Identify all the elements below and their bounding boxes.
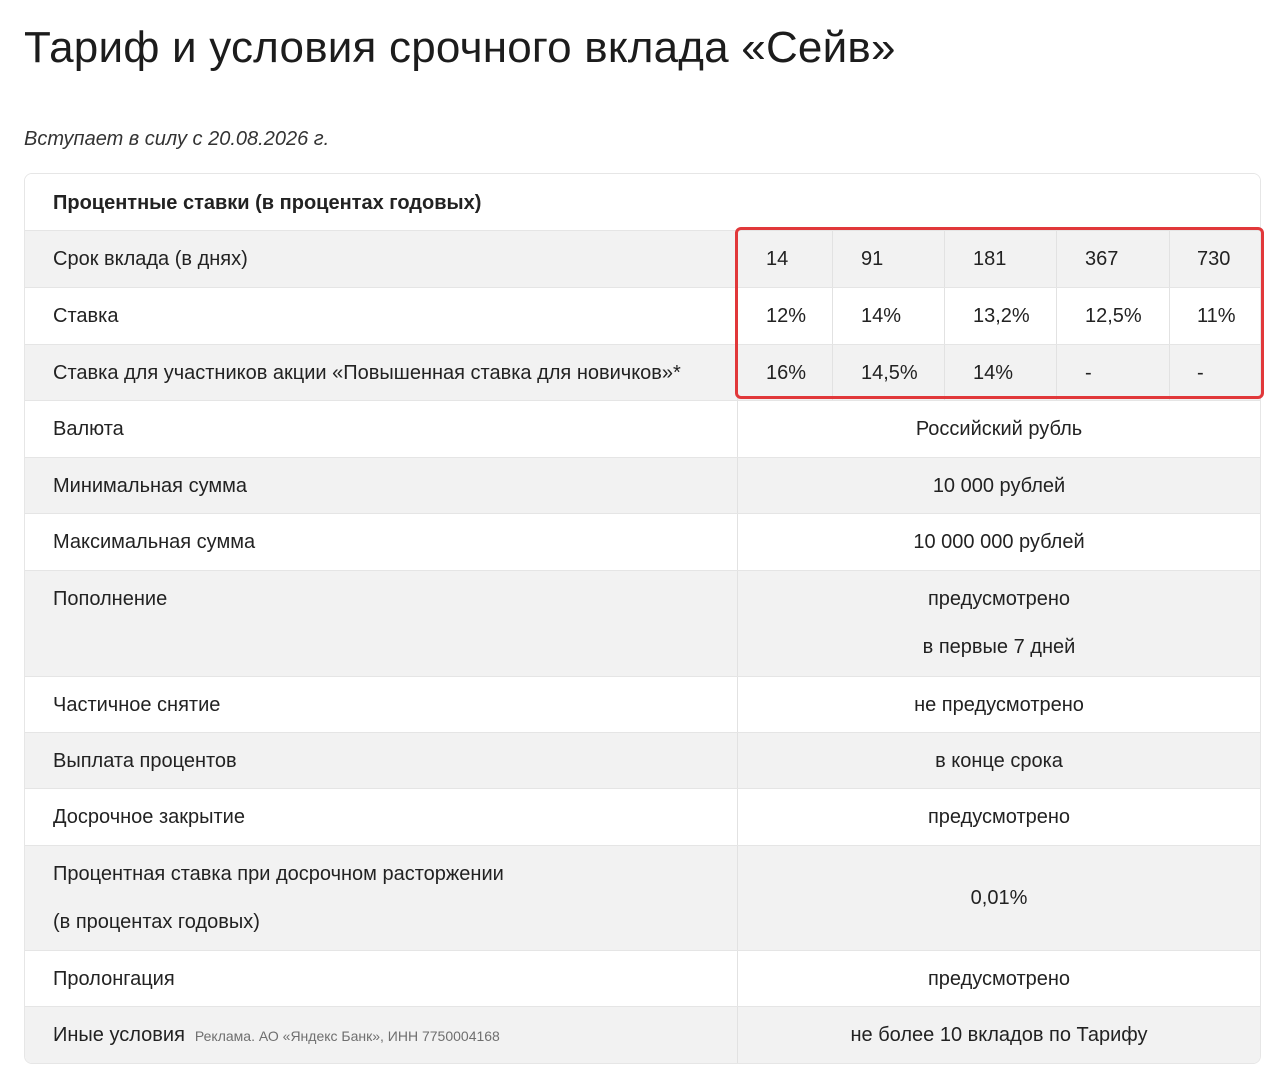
max-amount-label: Максимальная сумма xyxy=(53,531,256,553)
partial-withdrawal-value: не предусмотрено xyxy=(914,694,1084,716)
currency-value: Российский рубль xyxy=(915,418,1083,440)
early-termination-rate-value: 0,01% xyxy=(970,887,1028,909)
min-amount-label: Минимальная сумма xyxy=(53,475,247,497)
other-conditions-label: Иные условия Реклама. АО «Яндекс Банк», И… xyxy=(53,1022,500,1049)
partial-withdrawal-label: Частичное снятие xyxy=(53,694,221,716)
partial-withdrawal-row: Частичное снятие не предусмотрено xyxy=(25,677,1260,733)
term-cell: 367 xyxy=(1085,248,1119,270)
promo-rate-row: Ставка для участников акции «Повышенная … xyxy=(25,345,1260,401)
replenishment-value: предусмотрено xyxy=(927,588,1071,610)
early-termination-rate-row: Процентная ставка при досрочном расторже… xyxy=(25,846,1260,951)
term-cell: 730 xyxy=(1197,248,1231,270)
interest-payment-row: Выплата процентов в конце срока xyxy=(25,733,1260,789)
other-conditions-title: Иные условия xyxy=(53,1024,185,1046)
early-closure-value: предусмотрено xyxy=(927,806,1071,828)
currency-label: Валюта xyxy=(53,418,124,440)
rate-cell: 12,5% xyxy=(1085,305,1142,327)
promo-rate-cell: 16% xyxy=(766,362,807,384)
tariff-table: Процентные ставки (в процентах годовых) … xyxy=(24,173,1261,1064)
other-conditions-row: Иные условия Реклама. АО «Яндекс Банк», И… xyxy=(25,1007,1260,1063)
promo-rate-label: Ставка для участников акции «Повышенная … xyxy=(53,362,681,384)
effective-date: Вступает в силу с 20.08.2026 г. xyxy=(24,128,330,150)
prolongation-value: предусмотрено xyxy=(927,968,1071,990)
early-closure-row: Досрочное закрытие предусмотрено xyxy=(25,789,1260,846)
promo-rate-cell: 14,5% xyxy=(861,362,918,384)
max-amount-value: 10 000 000 рублей xyxy=(913,531,1085,553)
rate-cell: 13,2% xyxy=(973,305,1030,327)
term-cell: 14 xyxy=(766,248,789,270)
early-closure-label: Досрочное закрытие xyxy=(53,806,245,828)
term-label: Срок вклада (в днях) xyxy=(53,248,248,270)
rate-cell: 14% xyxy=(861,305,902,327)
min-amount-row: Минимальная сумма 10 000 рублей xyxy=(25,458,1260,514)
rate-label: Ставка xyxy=(53,305,119,327)
interest-payment-value: в конце срока xyxy=(935,750,1063,772)
promo-rate-cell: 14% xyxy=(973,362,1014,384)
promo-rate-cell: - xyxy=(1197,362,1204,384)
promo-rate-cell: - xyxy=(1085,362,1092,384)
replenishment-row: Пополнение предусмотрено в первые 7 дней xyxy=(25,571,1260,677)
other-conditions-value: не более 10 вкладов по Тарифу xyxy=(850,1024,1148,1046)
table-header-row: Процентные ставки (в процентах годовых) xyxy=(25,174,1260,231)
term-row: Срок вклада (в днях) 14 91 181 367 730 xyxy=(25,231,1260,288)
ad-disclaimer: Реклама. АО «Яндекс Банк», ИНН 775000416… xyxy=(194,1028,500,1044)
early-termination-rate-sublabel: (в процентах годовых) xyxy=(53,911,260,933)
prolongation-row: Пролонгация предусмотрено xyxy=(25,951,1260,1007)
page-title: Тариф и условия срочного вклада «Сейв» xyxy=(24,23,896,72)
prolongation-label: Пролонгация xyxy=(53,968,175,990)
rate-cell: 11% xyxy=(1197,305,1236,327)
replenishment-label: Пополнение xyxy=(53,588,168,610)
rate-row: Ставка 12% 14% 13,2% 12,5% 11% xyxy=(25,288,1260,345)
max-amount-row: Максимальная сумма 10 000 000 рублей xyxy=(25,514,1260,571)
rate-cell: 12% xyxy=(766,305,807,327)
term-cell: 91 xyxy=(861,248,884,270)
table-header-label: Процентные ставки (в процентах годовых) xyxy=(53,192,482,214)
term-cell: 181 xyxy=(973,248,1007,270)
early-termination-rate-label: Процентная ставка при досрочном расторже… xyxy=(53,863,504,885)
currency-row: Валюта Российский рубль xyxy=(25,401,1260,458)
replenishment-value-detail: в первые 7 дней xyxy=(922,636,1076,658)
min-amount-value: 10 000 рублей xyxy=(932,475,1066,497)
interest-payment-label: Выплата процентов xyxy=(53,750,237,772)
